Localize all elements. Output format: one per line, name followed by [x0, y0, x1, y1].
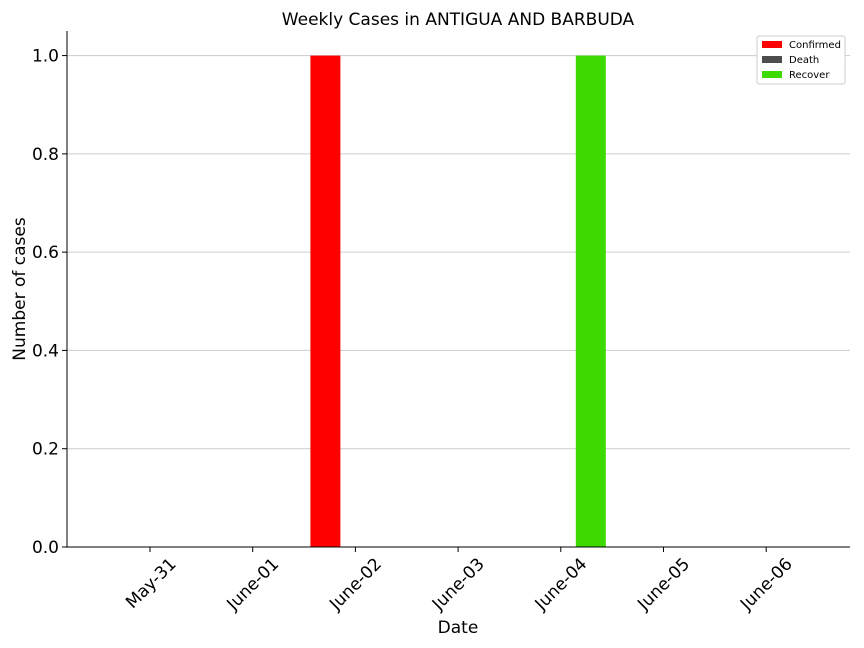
y-tick-label: 0.6: [32, 243, 59, 263]
y-tick-label: 0.2: [32, 440, 59, 460]
legend-label-recover: Recover: [789, 70, 830, 81]
legend: Confirmed Death Recover: [756, 35, 846, 85]
y-tick-label: 1.0: [32, 47, 59, 67]
y-axis-label: Number of cases: [10, 217, 30, 361]
chart-title: Weekly Cases in ANTIGUA AND BARBUDA: [282, 10, 635, 30]
x-tick-label: June-03: [428, 554, 489, 615]
x-axis-label: Date: [438, 618, 479, 638]
legend-swatch-confirmed: [762, 41, 782, 48]
legend-label-death: Death: [789, 55, 819, 66]
bar-confirmed-june-02: [310, 55, 341, 547]
y-tick-label: 0.8: [32, 145, 59, 165]
x-tick-label: June-05: [633, 554, 694, 615]
x-tick-label: May-31: [122, 554, 180, 612]
x-tick-label: June-04: [531, 554, 592, 615]
x-tick-label: June-02: [325, 554, 386, 615]
x-ticks: May-31 June-01 June-02 June-03 June-04 June-0…: [122, 547, 797, 615]
bars: [310, 55, 606, 547]
x-tick-label: June-01: [223, 554, 284, 615]
y-tick-label: 0.4: [32, 341, 59, 361]
bar-recover-june-04: [575, 55, 606, 547]
x-tick-label: June-06: [736, 554, 797, 615]
y-tick-label: 0.0: [32, 538, 59, 558]
legend-swatch-recover: [762, 71, 782, 78]
y-ticks: 0.0 0.2 0.4 0.6 0.8 1.0: [32, 47, 67, 558]
gridlines: [67, 55, 850, 450]
legend-swatch-death: [762, 56, 782, 63]
legend-label-confirmed: Confirmed: [789, 40, 841, 51]
axes: [66, 31, 850, 548]
